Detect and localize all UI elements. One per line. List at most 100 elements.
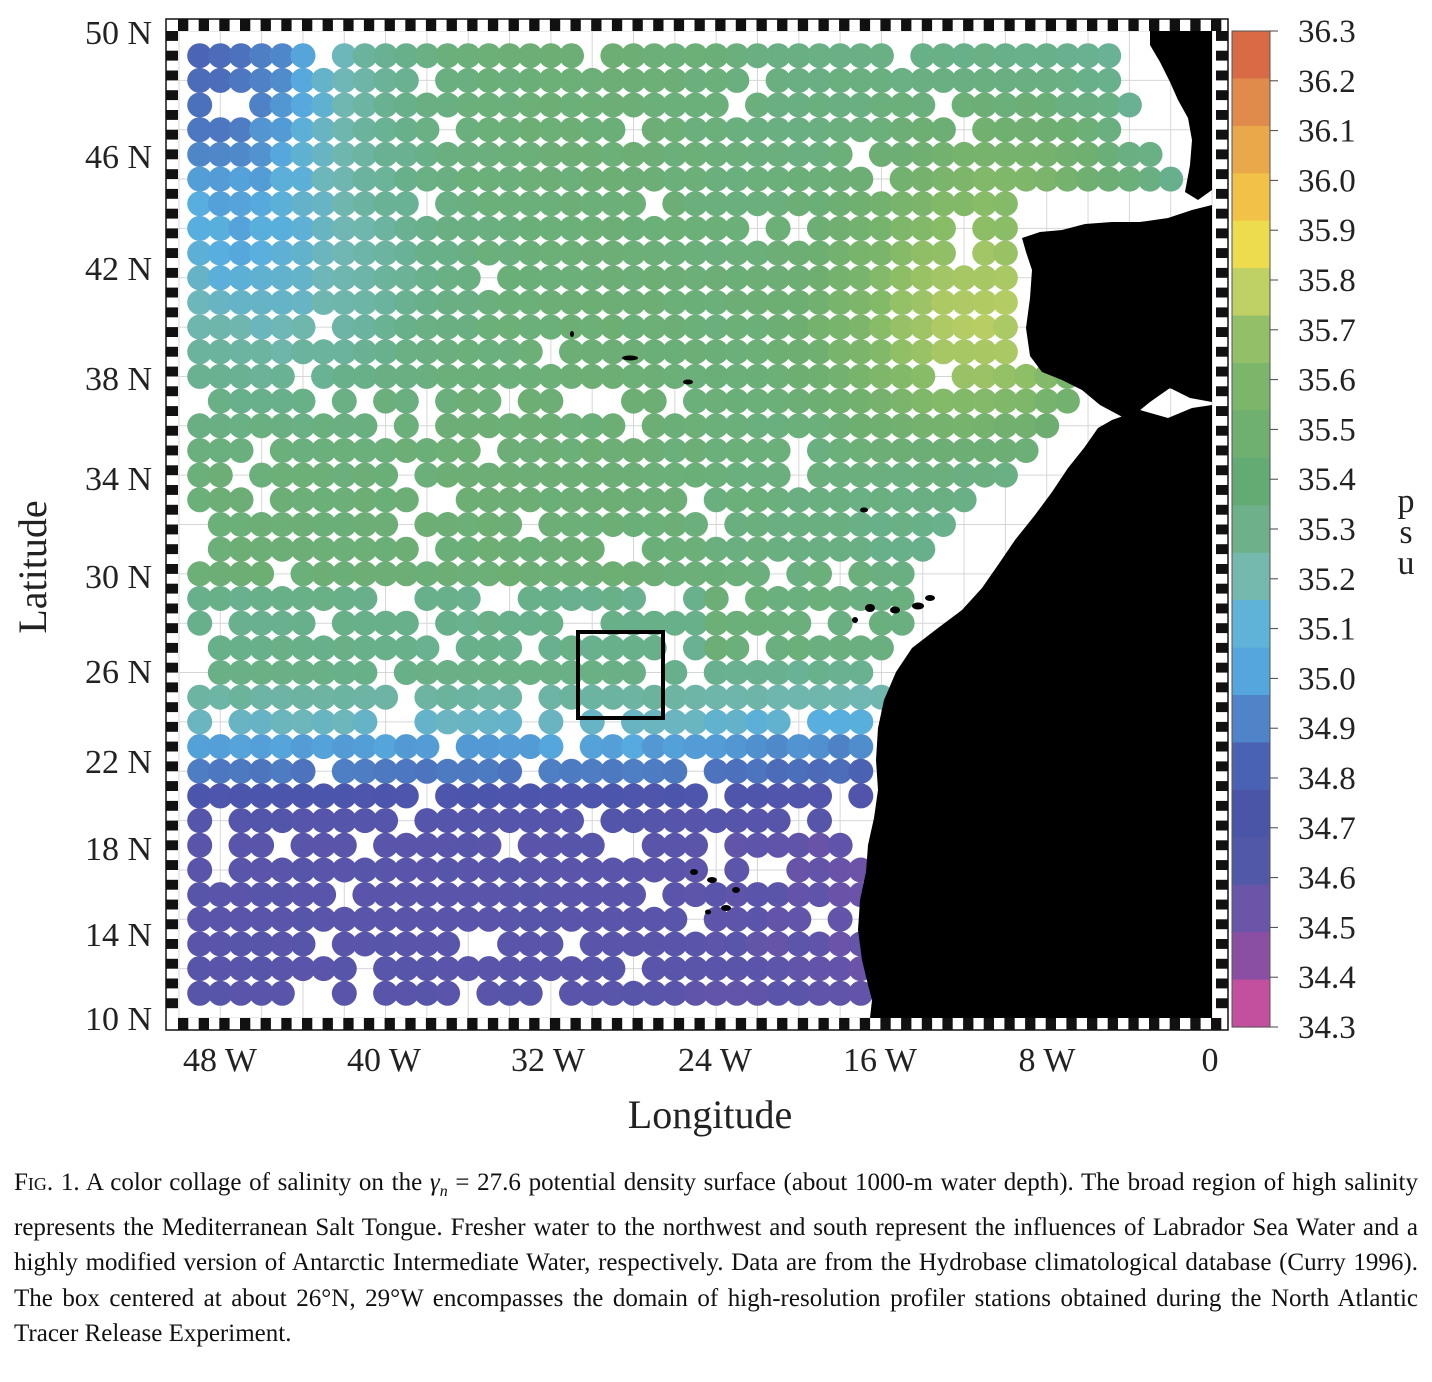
salinity-dot: [827, 610, 853, 636]
salinity-dot: [807, 265, 832, 291]
salinity-dot: [517, 67, 543, 93]
salinity-dot: [207, 635, 233, 661]
salinity-dot: [683, 215, 708, 241]
salinity-dot: [930, 166, 956, 192]
salinity-dot: [910, 92, 936, 118]
salinity-dot: [703, 314, 729, 340]
salinity-dot: [476, 314, 502, 340]
salinity-dot: [703, 92, 729, 118]
salinity-dot: [435, 882, 461, 908]
salinity-dot: [848, 462, 874, 488]
salinity-dot: [579, 166, 605, 192]
frame-segment: [166, 50, 178, 61]
salinity-dot: [373, 339, 399, 365]
salinity-dot: [621, 289, 646, 315]
salinity-dot: [951, 265, 977, 291]
salinity-dot: [331, 684, 357, 710]
salinity-dot: [703, 363, 729, 389]
frame-segment: [302, 19, 313, 31]
salinity-dot: [951, 438, 977, 463]
colorbar-tick-label: 35.2: [1298, 562, 1356, 598]
salinity-dot: [476, 388, 502, 414]
salinity-dot: [786, 734, 812, 760]
frame-segment: [343, 19, 354, 31]
frame-segment: [166, 307, 178, 318]
salinity-dot: [745, 413, 770, 439]
salinity-dot: [662, 709, 688, 735]
salinity-dot: [373, 43, 399, 69]
salinity-dot: [290, 832, 316, 858]
salinity-dot: [331, 339, 357, 365]
africa-landmass: [858, 405, 1212, 1018]
salinity-dot: [207, 363, 233, 389]
salinity-dot: [207, 980, 233, 1006]
salinity-dot: [662, 363, 688, 389]
salinity-dot: [1137, 141, 1163, 167]
salinity-dot: [641, 265, 667, 291]
salinity-dot: [228, 339, 254, 365]
salinity-dot: [745, 388, 770, 414]
salinity-dot: [621, 980, 646, 1006]
salinity-dot: [765, 314, 791, 340]
salinity-dot: [538, 734, 564, 760]
salinity-dot: [600, 43, 626, 69]
frame-segment: [694, 19, 705, 31]
salinity-dot: [745, 438, 770, 463]
salinity-dot: [765, 487, 791, 513]
salinity-dot: [352, 906, 378, 932]
salinity-dot: [724, 462, 750, 488]
salinity-dot: [269, 438, 295, 463]
salinity-dot: [559, 92, 584, 118]
frame-segment: [178, 1018, 189, 1030]
frame-segment: [198, 19, 209, 31]
salinity-dot: [455, 117, 481, 143]
salinity-dot: [972, 289, 998, 315]
salinity-dot: [290, 191, 316, 217]
frame-segment: [166, 524, 178, 535]
colorbar-tick-label: 35.3: [1298, 512, 1356, 548]
frame-segment: [1216, 623, 1228, 634]
salinity-dot: [207, 117, 233, 143]
salinity-dot: [228, 561, 254, 587]
frame-segment: [446, 1018, 457, 1030]
salinity-dot: [249, 586, 275, 611]
salinity-dot: [641, 487, 667, 513]
salinity-dot: [352, 413, 378, 439]
salinity-dot: [331, 956, 357, 982]
salinity-dot: [579, 857, 605, 883]
salinity-dot: [827, 339, 853, 365]
salinity-dot: [455, 92, 481, 118]
salinity-dot: [538, 561, 564, 587]
salinity-dot: [559, 906, 584, 932]
salinity-dot: [600, 758, 626, 784]
salinity-dot: [414, 166, 440, 192]
salinity-dot: [311, 512, 337, 537]
frame-segment: [166, 998, 178, 1009]
frame-segment: [1216, 169, 1228, 180]
salinity-dot: [290, 906, 316, 932]
salinity-dot: [331, 561, 357, 587]
salinity-dot: [187, 832, 213, 858]
salinity-dot: [538, 956, 564, 982]
salinity-dot: [497, 808, 523, 834]
salinity-dot: [414, 314, 440, 340]
frame-segment: [1216, 386, 1228, 397]
salinity-dot: [290, 339, 316, 365]
frame-segment: [1128, 1018, 1139, 1030]
salinity-dot: [269, 413, 295, 439]
salinity-dot: [930, 314, 956, 340]
salinity-dot: [393, 610, 419, 636]
salinity-dot: [786, 117, 812, 143]
salinity-dot: [187, 857, 213, 883]
salinity-dot: [207, 586, 233, 611]
salinity-dot: [621, 882, 646, 908]
frame-segment: [166, 741, 178, 752]
salinity-dot: [373, 265, 399, 291]
salinity-dot: [331, 660, 357, 685]
salinity-dot: [269, 363, 295, 389]
salinity-dot: [972, 117, 998, 143]
salinity-dot: [745, 43, 770, 69]
salinity-dot: [435, 43, 461, 69]
frame-segment: [166, 820, 178, 831]
salinity-dot: [290, 956, 316, 982]
